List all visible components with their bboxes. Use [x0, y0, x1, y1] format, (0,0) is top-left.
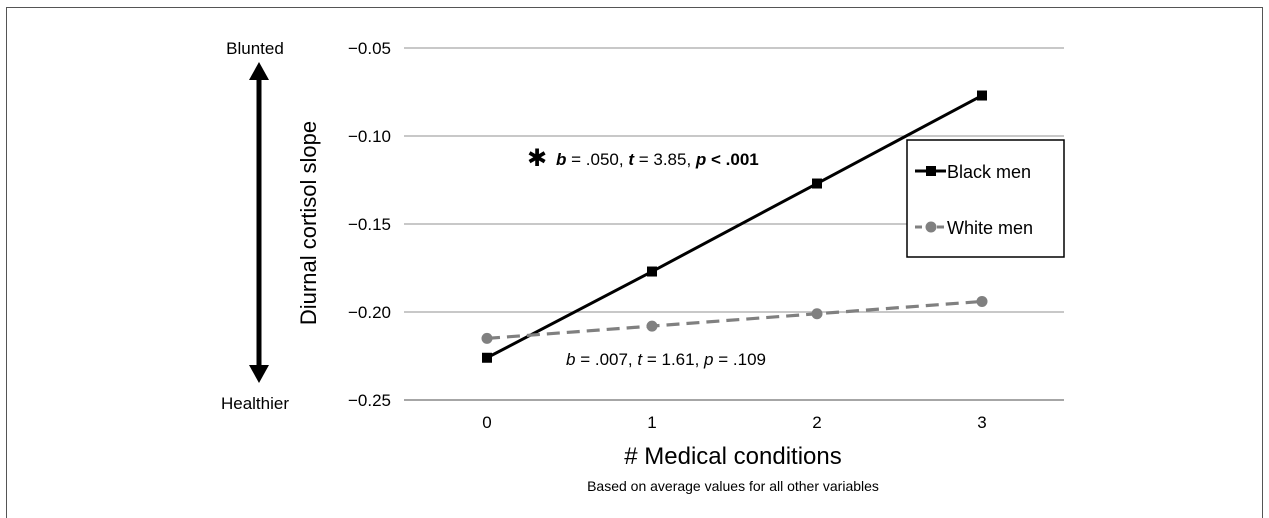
annotation-white-t-value: = 1.61,: [642, 350, 704, 369]
y-tick-label: −0.20: [348, 303, 391, 322]
annotation-black-p: p: [695, 150, 706, 169]
arrow-label-top: Blunted: [226, 39, 284, 58]
x-tick-label: 1: [647, 413, 656, 432]
y-tick-label: −0.10: [348, 127, 391, 146]
figure-frame: [6, 7, 1263, 518]
x-axis-label: # Medical conditions: [624, 443, 841, 470]
arrow-label-bottom: Healthier: [221, 394, 289, 413]
annotation-white-b-value: = .007,: [575, 350, 637, 369]
annotation-black: b = .050, t = 3.85, p < .001: [556, 150, 759, 169]
legend-marker-black: [926, 166, 936, 176]
annotation-black-p-value: < .001: [706, 150, 758, 169]
x-tick-labels: 0 1 2 3: [482, 413, 986, 432]
data-point: [977, 90, 987, 101]
y-tick-label: −0.25: [348, 391, 391, 410]
y-tick-label: −0.05: [348, 39, 391, 58]
legend: Black men White men: [906, 139, 1065, 258]
annotation-black-star: ✱: [527, 145, 547, 172]
x-tick-label: 3: [977, 413, 986, 432]
annotation-white-p: p: [703, 350, 713, 369]
legend-marker-white: [925, 221, 937, 233]
y-axis-label: Diurnal cortisol slope: [296, 121, 321, 325]
series-line-1: [486, 299, 983, 340]
series-line-0: [486, 94, 983, 360]
y-tick-labels: −0.05 −0.10 −0.15 −0.20 −0.25: [348, 39, 391, 410]
legend-item-white: White men: [915, 218, 1033, 238]
annotation-white-b: b: [566, 350, 575, 369]
data-point: [976, 295, 988, 307]
data-point: [811, 308, 823, 320]
x-tick-label: 2: [812, 413, 821, 432]
data-point: [647, 266, 657, 277]
annotation-white: b = .007, t = 1.61, p = .109: [566, 350, 766, 369]
series-layer: [481, 90, 988, 363]
y-tick-label: −0.15: [348, 215, 391, 234]
legend-label-black: Black men: [947, 162, 1031, 182]
annotation-black-b: b: [556, 150, 566, 169]
annotation-white-t: t: [637, 350, 643, 369]
data-point: [646, 320, 658, 332]
data-point: [812, 178, 822, 189]
data-point: [481, 332, 493, 344]
annotation-white-p-value: = .109: [714, 350, 766, 369]
legend-label-white: White men: [947, 218, 1033, 238]
legend-box: [906, 139, 1065, 258]
x-axis-sublabel: Based on average values for all other va…: [587, 478, 879, 494]
data-point: [482, 352, 492, 363]
annotation-black-t-value: = 3.85,: [634, 150, 696, 169]
legend-item-black: Black men: [915, 162, 1031, 182]
x-tick-label: 0: [482, 413, 491, 432]
annotation-black-b-value: = .050,: [566, 150, 628, 169]
annotation-black-t: t: [628, 150, 635, 169]
double-arrow-icon: [249, 62, 269, 383]
